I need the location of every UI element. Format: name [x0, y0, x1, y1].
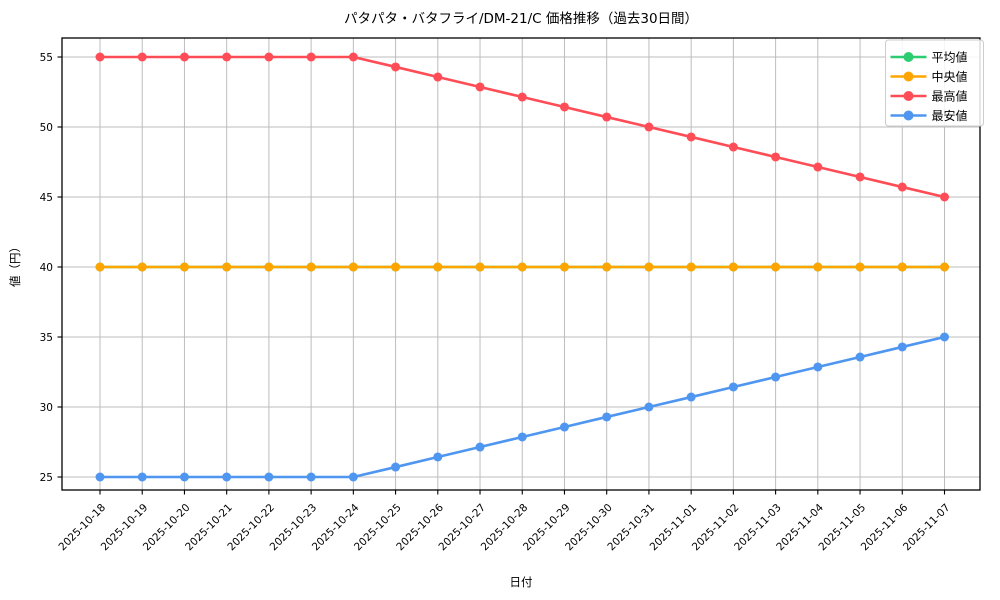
series-max-marker: [940, 192, 949, 202]
series-min-marker: [813, 362, 823, 372]
series-max-marker: [686, 132, 696, 142]
x-axis-label: 日付: [510, 575, 533, 589]
series-median-marker: [348, 262, 358, 272]
series-median-marker: [137, 262, 147, 272]
series-median-marker: [940, 262, 949, 272]
legend-item-max: 最高値: [890, 89, 968, 104]
series-min-marker: [940, 332, 949, 342]
y-tick-labels: 25 30 35 40 45 50 55: [40, 52, 53, 484]
series-median-marker: [559, 262, 569, 272]
series-median-marker: [897, 262, 907, 272]
series-max-marker: [475, 82, 485, 92]
series-max-marker: [433, 72, 443, 82]
series-max-marker: [179, 52, 189, 62]
x-tick-labels: 2025-10-182025-10-192025-10-202025-10-21…: [56, 501, 952, 553]
legend-label: 中央値: [932, 69, 968, 84]
y-tick-label: 50: [40, 122, 53, 134]
series-max-marker: [813, 162, 823, 172]
series-median-marker: [306, 262, 316, 272]
series-median-marker: [433, 262, 443, 272]
series-median: [95, 262, 949, 272]
series-max-marker: [264, 52, 274, 62]
series-min-marker: [728, 382, 738, 392]
series-min: [95, 332, 949, 482]
series-min-marker: [771, 372, 781, 382]
y-tick-label: 25: [40, 472, 53, 484]
legend-item-median: 中央値: [890, 69, 968, 84]
series-median-marker: [771, 262, 781, 272]
series-min-marker: [433, 452, 443, 462]
legend-marker: [903, 91, 914, 101]
series-max: [95, 52, 949, 202]
series-max-marker: [728, 142, 738, 152]
axis-ticks: [57, 56, 946, 495]
legend-item-min: 最安値: [890, 108, 968, 123]
legend-marker: [903, 52, 914, 62]
series-max-marker: [391, 62, 401, 72]
series-max-marker: [897, 182, 907, 192]
legend-label: 最高値: [932, 89, 968, 104]
series-median-marker: [517, 262, 527, 272]
series-min-marker: [475, 442, 485, 452]
series-min-marker: [686, 392, 696, 402]
series-min-marker: [517, 432, 527, 442]
series-min-marker: [348, 472, 358, 482]
series-median-marker: [728, 262, 738, 272]
series-median-marker: [95, 262, 105, 272]
series-min-marker: [306, 472, 316, 482]
y-tick-label: 45: [40, 192, 53, 204]
y-tick-label: 40: [40, 262, 53, 274]
series-max-marker: [306, 52, 316, 62]
series-max-marker: [222, 52, 232, 62]
series-median-marker: [855, 262, 865, 272]
series-max-marker: [771, 152, 781, 162]
series-median-marker: [264, 262, 274, 272]
y-axis-label: 値（円）: [8, 241, 22, 287]
series-max-marker: [137, 52, 147, 62]
series-median-marker: [179, 262, 189, 272]
series-max-marker: [559, 102, 569, 112]
legend-label: 平均値: [932, 50, 968, 65]
series-min-marker: [179, 472, 189, 482]
series-min-marker: [559, 422, 569, 432]
series-min-marker: [137, 472, 147, 482]
series-min-marker: [602, 412, 612, 422]
series-min-marker: [95, 472, 105, 482]
series-median-marker: [813, 262, 823, 272]
series-min-marker: [644, 402, 654, 412]
series-median-marker: [222, 262, 232, 272]
series-max-marker: [644, 122, 654, 132]
series-max-marker: [348, 52, 358, 62]
plot-border: [61, 37, 981, 491]
series-median-marker: [686, 262, 696, 272]
series-max-marker: [602, 112, 612, 122]
series-max-marker: [95, 52, 105, 62]
series-min-marker: [264, 472, 274, 482]
series-min-marker: [897, 342, 907, 352]
series-min-marker: [855, 352, 865, 362]
legend-marker: [903, 71, 914, 82]
series-median-marker: [644, 262, 654, 272]
series-median-marker: [602, 262, 612, 272]
series-min-marker: [222, 472, 232, 482]
y-tick-label: 30: [40, 402, 53, 414]
legend-label: 最安値: [932, 108, 968, 123]
series-median-marker: [475, 262, 485, 272]
legend-marker: [903, 110, 914, 121]
series-median-marker: [391, 262, 401, 272]
y-tick-label: 35: [40, 332, 53, 344]
legend-item-mean: 平均値: [890, 50, 968, 65]
series-max-marker: [855, 172, 865, 182]
series-min-marker: [391, 462, 401, 472]
series-max-marker: [517, 92, 527, 102]
y-tick-label: 55: [40, 52, 53, 64]
chart-title: パタパタ・バタフライ/DM-21/C 価格推移（過去30日間）: [344, 11, 698, 27]
